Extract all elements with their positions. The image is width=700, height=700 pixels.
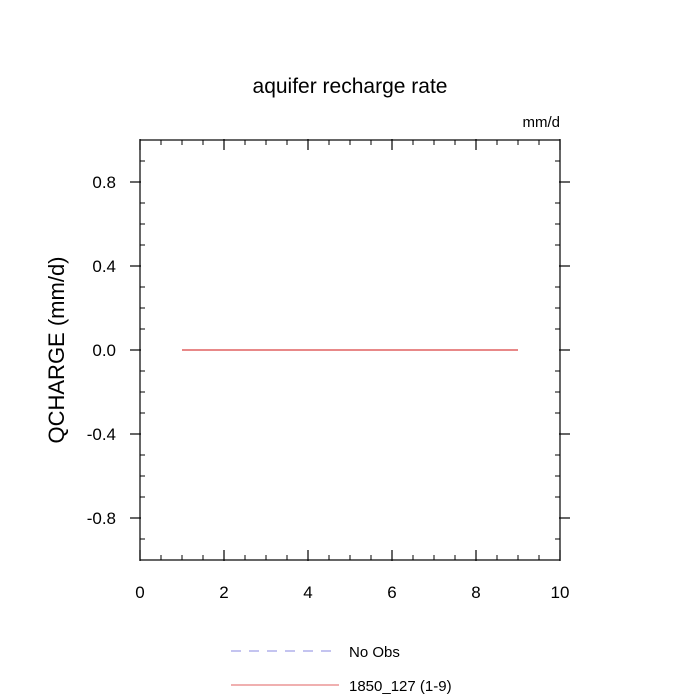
units-label: mm/d [523, 114, 561, 131]
x-tick-label: 6 [387, 583, 396, 602]
y-axis: 0.8 0.4 0.0 -0.4 -0.8 [87, 139, 570, 561]
x-axis: 0 2 4 6 8 10 [135, 139, 569, 602]
legend: No Obs 1850_127 (1-9) [231, 644, 452, 695]
y-tick-label: -0.4 [87, 425, 116, 444]
legend-label: No Obs [349, 644, 400, 661]
x-tick-label: 0 [135, 583, 144, 602]
x-tick-label: 4 [303, 583, 312, 602]
x-tick-label: 8 [471, 583, 480, 602]
y-tick-label: -0.8 [87, 509, 116, 528]
legend-label: 1850_127 (1-9) [349, 678, 452, 695]
chart-title: aquifer recharge rate [253, 75, 448, 98]
y-tick-label: 0.8 [92, 173, 116, 192]
x-tick-label: 10 [551, 583, 570, 602]
y-tick-label: 0.4 [92, 257, 116, 276]
y-axis-label: QCHARGE (mm/d) [44, 257, 69, 444]
y-tick-label: 0.0 [92, 341, 116, 360]
x-tick-label: 2 [219, 583, 228, 602]
